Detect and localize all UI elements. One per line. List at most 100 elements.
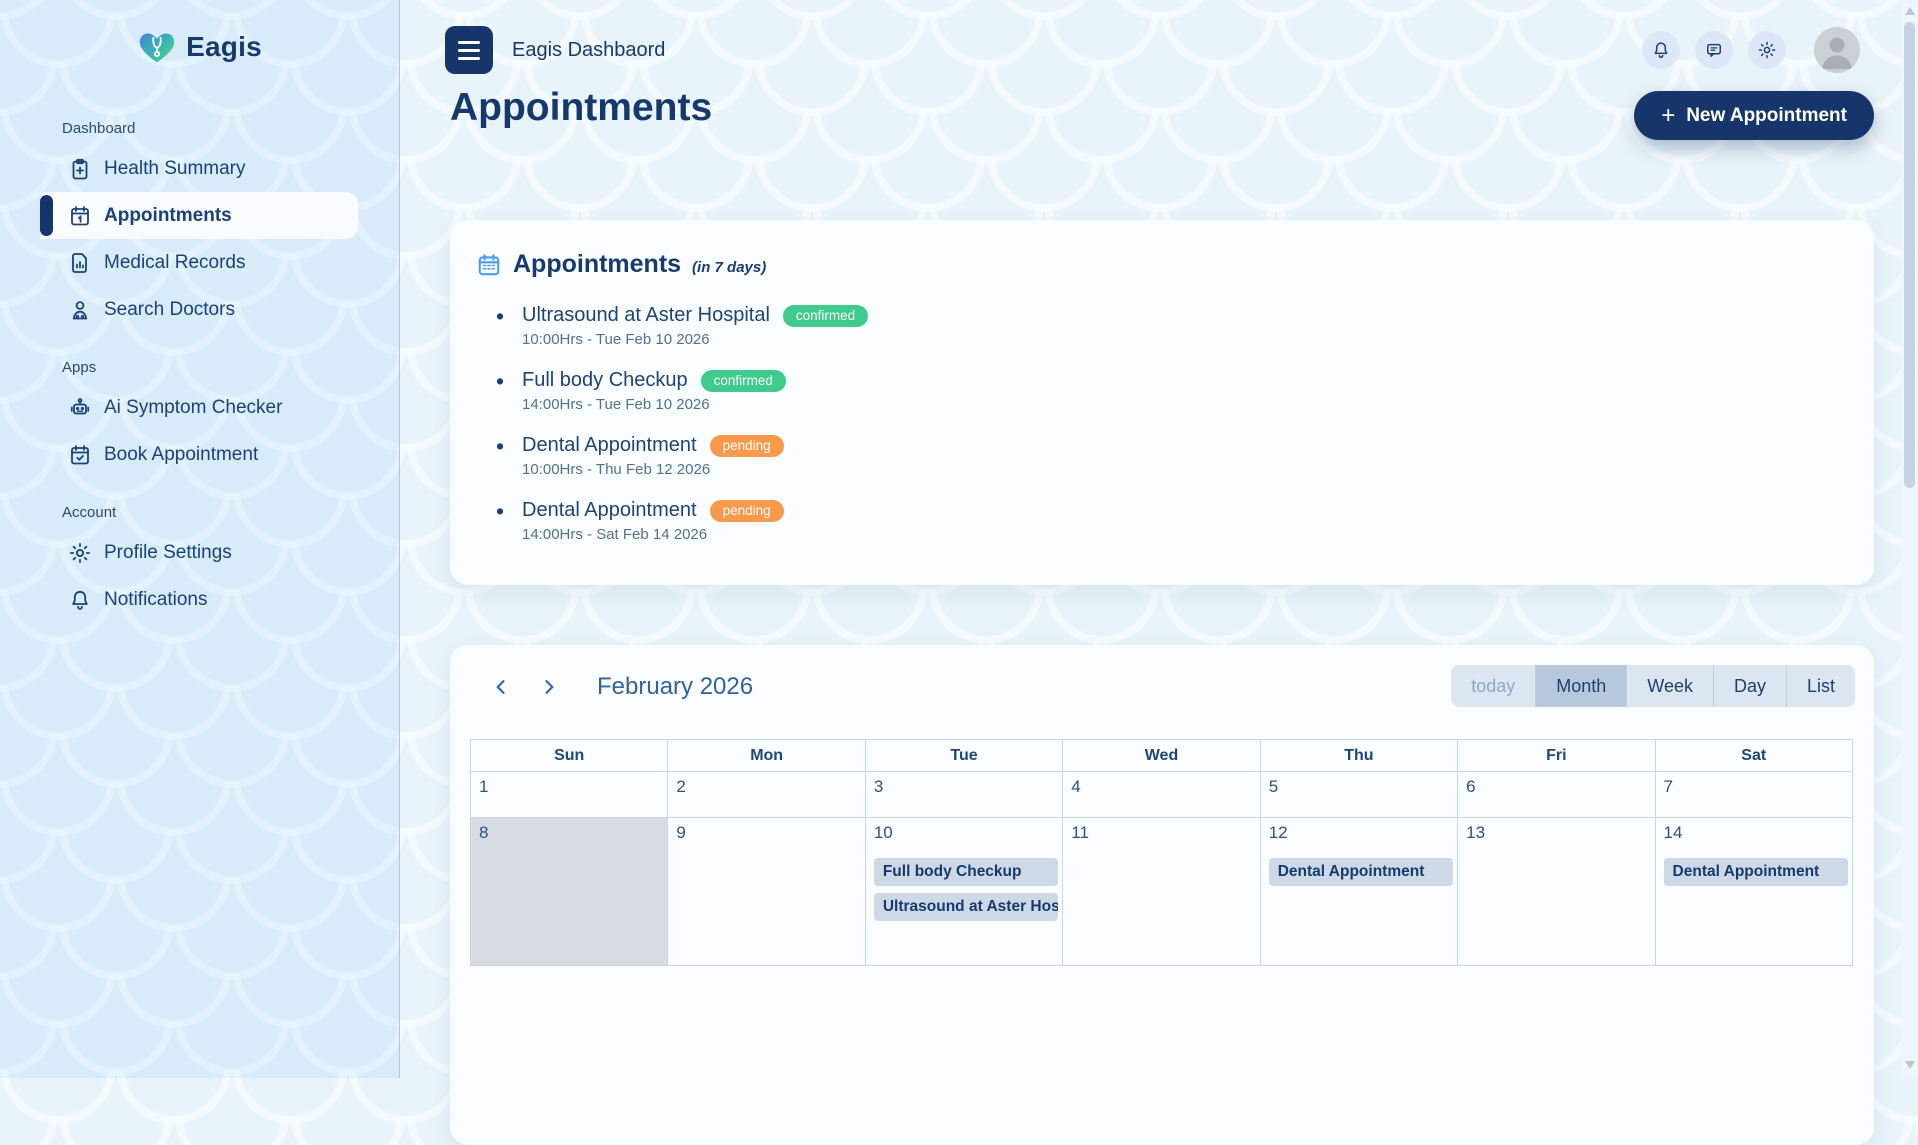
day-number: 1 — [479, 777, 659, 797]
calendar-prev-button[interactable] — [489, 672, 513, 702]
calendar-day-14[interactable]: 14 Dental Appointment — [1656, 818, 1852, 965]
sidebar-item-label: Health Summary — [104, 158, 246, 180]
day-number: 11 — [1071, 823, 1251, 843]
gear-icon — [1757, 40, 1777, 60]
summary-card-title: Appointments — [513, 250, 681, 279]
appointment-time: 10:00Hrs - Tue Feb 10 2026 — [522, 331, 868, 348]
calendar-day-1[interactable]: 1 — [471, 772, 668, 817]
topbar: Eagis Dashbaord — [445, 26, 1860, 74]
heart-stethoscope-icon — [137, 27, 177, 67]
day-number: 6 — [1466, 777, 1646, 797]
day-number: 14 — [1664, 823, 1844, 843]
sidebar-item-appointments[interactable]: Appointments — [40, 192, 358, 239]
appointment-time: 14:00Hrs - Tue Feb 10 2026 — [522, 396, 868, 413]
robot-icon — [68, 396, 92, 420]
view-list-button[interactable]: List — [1786, 665, 1855, 707]
sidebar-item-ai-symptom-checker[interactable]: Ai Symptom Checker — [40, 384, 358, 431]
calendar-day-7[interactable]: 7 — [1656, 772, 1852, 817]
calendar-check-icon — [68, 443, 92, 467]
status-badge: confirmed — [783, 305, 868, 327]
calendar-next-button[interactable] — [537, 672, 561, 702]
sidebar-item-label: Medical Records — [104, 252, 246, 274]
calendar-day-header: Wed — [1063, 740, 1260, 771]
bell-icon — [68, 588, 92, 612]
sidebar-item-label: Ai Symptom Checker — [104, 397, 282, 419]
day-number: 4 — [1071, 777, 1251, 797]
chat-button[interactable] — [1695, 31, 1733, 69]
day-number: 8 — [479, 823, 659, 843]
calendar-day-header: Thu — [1261, 740, 1458, 771]
chevron-left-icon — [491, 677, 511, 697]
new-appointment-button[interactable]: + New Appointment — [1634, 91, 1874, 140]
appointment-list-item: Ultrasound at Aster Hospital confirmed 10:… — [496, 304, 868, 348]
calendar-day-6[interactable]: 6 — [1458, 772, 1655, 817]
summary-card-header: Appointments (in 7 days) — [476, 250, 766, 279]
scrollbar-down-arrow[interactable] — [1905, 1061, 1915, 1069]
appointment-title[interactable]: Full body Checkup — [522, 369, 688, 392]
doctor-icon — [68, 298, 92, 322]
calendar-day-header: Fri — [1458, 740, 1655, 771]
calendar-day-13[interactable]: 13 — [1458, 818, 1655, 965]
appointment-title[interactable]: Dental Appointment — [522, 434, 697, 457]
calendar-day-3[interactable]: 3 — [866, 772, 1063, 817]
sidebar-item-book-appointment[interactable]: Book Appointment — [40, 431, 358, 478]
bell-button[interactable] — [1642, 31, 1680, 69]
calendar-day-header: Mon — [668, 740, 865, 771]
calendar-event-chip[interactable]: Full body Checkup — [874, 858, 1058, 886]
calendar-icon — [476, 252, 502, 278]
scrollbar[interactable] — [1901, 0, 1918, 1078]
calendar-day-5[interactable]: 5 — [1261, 772, 1458, 817]
view-week-button[interactable]: Week — [1626, 665, 1713, 707]
scrollbar-up-arrow[interactable] — [1905, 7, 1915, 15]
summary-card-subtitle: (in 7 days) — [692, 259, 766, 276]
plus-icon: + — [1661, 104, 1675, 128]
day-number: 12 — [1269, 823, 1449, 843]
sidebar-item-label: Appointments — [104, 205, 232, 227]
calendar-day-12[interactable]: 12 Dental Appointment — [1261, 818, 1458, 965]
sidebar-item-profile-settings[interactable]: Profile Settings — [40, 529, 358, 576]
scrollbar-thumb[interactable] — [1904, 22, 1915, 488]
gear-button[interactable] — [1748, 31, 1786, 69]
calendar-day-9[interactable]: 9 — [668, 818, 865, 965]
view-month-button[interactable]: Month — [1535, 665, 1626, 707]
app-title: Eagis Dashbaord — [512, 39, 665, 62]
calendar-day-2[interactable]: 2 — [668, 772, 865, 817]
menu-toggle-button[interactable] — [445, 26, 493, 74]
sidebar-item-label: Book Appointment — [104, 444, 258, 466]
brand-logo: Eagis — [0, 27, 399, 67]
appointment-title[interactable]: Dental Appointment — [522, 499, 697, 522]
bell-icon — [1651, 40, 1671, 60]
sidebar-item-search-doctors[interactable]: Search Doctors — [40, 286, 358, 333]
calendar-event-chip[interactable]: Dental Appointment — [1664, 858, 1848, 886]
user-avatar[interactable] — [1814, 27, 1860, 73]
sidebar-item-medical-records[interactable]: Medical Records — [40, 239, 358, 286]
sidebar-item-label: Search Doctors — [104, 299, 235, 321]
calendar-month-title: February 2026 — [597, 673, 753, 701]
appointment-title[interactable]: Ultrasound at Aster Hospital — [522, 304, 770, 327]
chat-icon — [1704, 40, 1724, 60]
topbar-actions — [1627, 31, 1786, 69]
calendar-day-8[interactable]: 8 — [471, 818, 668, 965]
sidebar-item-label: Profile Settings — [104, 542, 232, 564]
appointment-time: 14:00Hrs - Sat Feb 14 2026 — [522, 526, 868, 543]
calendar-day-4[interactable]: 4 — [1063, 772, 1260, 817]
main-content: Eagis Dashbaord Appointments + New Appoi… — [400, 0, 1918, 1078]
page-title: Appointments — [450, 86, 712, 130]
view-day-button[interactable]: Day — [1713, 665, 1786, 707]
appointments-summary-card: Appointments (in 7 days) Ultrasound at A… — [450, 220, 1874, 585]
calendar-day-11[interactable]: 11 — [1063, 818, 1260, 965]
sidebar-item-health-summary[interactable]: Health Summary — [40, 145, 358, 192]
sidebar-item-notifications[interactable]: Notifications — [40, 576, 358, 623]
view-today-button[interactable]: today — [1451, 665, 1535, 707]
calendar-event-chip[interactable]: Ultrasound at Aster Hospital — [874, 893, 1058, 921]
calendar-event-chip[interactable]: Dental Appointment — [1269, 858, 1453, 886]
